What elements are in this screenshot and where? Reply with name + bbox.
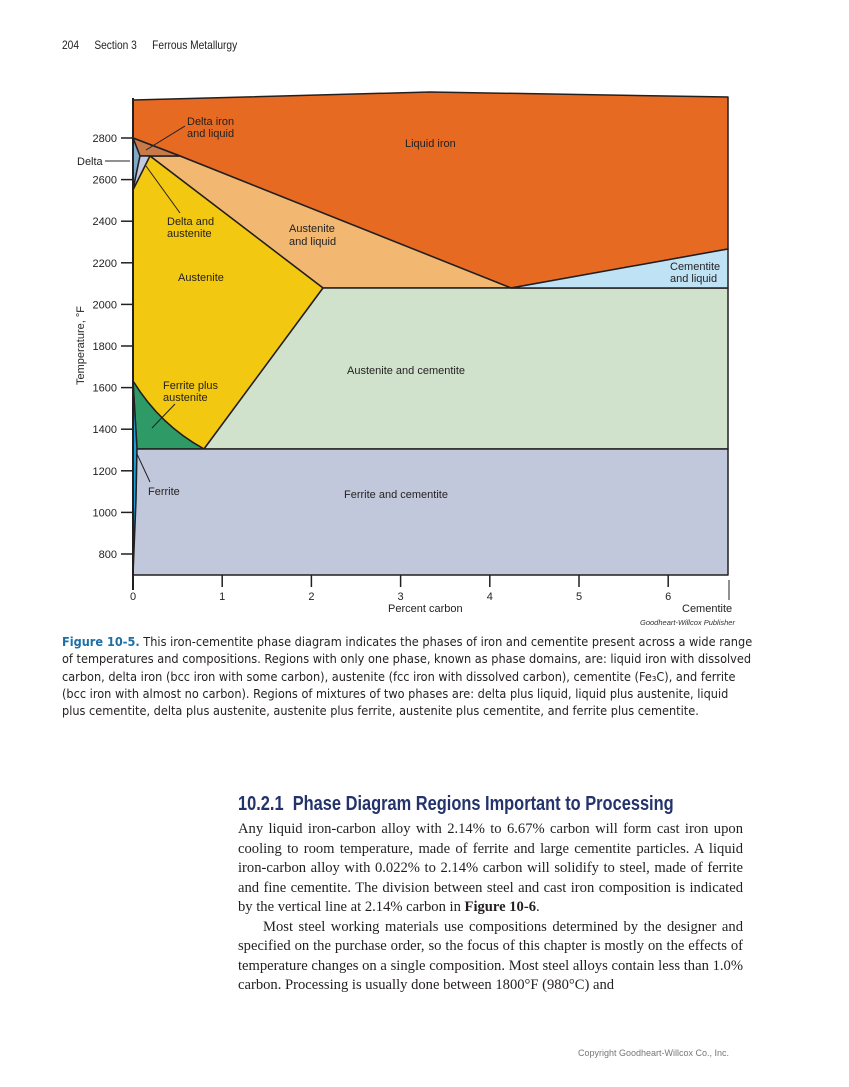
x-tick-label: 0 bbox=[130, 591, 136, 603]
section-number: 10.2.1 bbox=[238, 793, 284, 815]
chapter-title: Ferrous Metallurgy bbox=[152, 38, 238, 52]
label-cementite-liquid-2: and liquid bbox=[670, 273, 717, 285]
label-austenite-liquid: Austenite bbox=[289, 223, 335, 235]
label-delta-liquid-2: and liquid bbox=[187, 128, 234, 140]
y-tick-label: 2200 bbox=[93, 258, 117, 270]
paragraph: Any liquid iron-carbon alloy with 2.14% … bbox=[238, 820, 743, 918]
y-tick-label: 1200 bbox=[93, 466, 117, 478]
text: . bbox=[536, 899, 540, 915]
caption-text: This iron-cementite phase diagram indica… bbox=[62, 634, 753, 719]
y-tick-label: 1000 bbox=[93, 507, 117, 519]
label-ferrite-cementite: Ferrite and cementite bbox=[344, 489, 448, 501]
y-tick-label: 2600 bbox=[93, 175, 117, 187]
y-tick-label: 800 bbox=[99, 549, 117, 561]
label-delta-austenite: Delta and bbox=[167, 216, 214, 228]
region-cementite-liquid bbox=[510, 248, 729, 289]
y-tick-label: 2000 bbox=[93, 299, 117, 311]
figure-caption: Figure 10-5. This iron-cementite phase d… bbox=[62, 633, 755, 719]
x-tick-label: 6 bbox=[665, 591, 671, 603]
region-ferrite-cementite bbox=[132, 448, 729, 576]
x-tick-label: 2 bbox=[308, 591, 314, 603]
label-austenite-liquid-2: and liquid bbox=[289, 236, 336, 248]
section-heading: 10.2.1 Phase Diagram Regions Important t… bbox=[238, 793, 674, 816]
label-delta-liquid: Delta iron bbox=[187, 116, 234, 128]
label-austenite-cementite: Austenite and cementite bbox=[347, 365, 465, 377]
y-tick-label: 2400 bbox=[93, 216, 117, 228]
label-delta: Delta bbox=[77, 156, 104, 168]
y-tick-label: 1800 bbox=[93, 341, 117, 353]
figure-reference: Figure 10-6 bbox=[464, 899, 537, 915]
text: Any liquid iron-carbon alloy with 2.14% … bbox=[238, 821, 743, 915]
y-tick-label: 2800 bbox=[93, 133, 117, 145]
y-tick-label: 1600 bbox=[93, 383, 117, 395]
section-title: Phase Diagram Regions Important to Proce… bbox=[292, 793, 674, 815]
copyright: Copyright Goodheart-Willcox Co., Inc. bbox=[578, 1048, 730, 1058]
body-text: Any liquid iron-carbon alloy with 2.14% … bbox=[238, 820, 743, 996]
x-axis-label: Percent carbon bbox=[388, 603, 463, 615]
y-axis-label: Temperature, °F bbox=[75, 306, 87, 385]
x-tick-label: 3 bbox=[398, 591, 404, 603]
label-liquid-iron: Liquid iron bbox=[405, 138, 456, 150]
x-axis-end-label: Cementite bbox=[682, 603, 732, 615]
section-label: Section 3 bbox=[94, 38, 137, 52]
x-tick-label: 5 bbox=[576, 591, 582, 603]
label-ferrite-austenite: Ferrite plus bbox=[163, 380, 219, 392]
figure-label: Figure 10-5. bbox=[62, 634, 140, 649]
phase-diagram: 2800260024002200200018001600140012001000… bbox=[75, 91, 732, 615]
paragraph: Most steel working materials use composi… bbox=[238, 918, 743, 994]
image-credit: Goodheart-Willcox Publisher bbox=[640, 618, 735, 627]
label-ferrite: Ferrite bbox=[148, 486, 180, 498]
x-tick-label: 4 bbox=[487, 591, 493, 603]
label-ferrite-austenite-2: austenite bbox=[163, 392, 208, 404]
page-number: 204 bbox=[62, 38, 80, 52]
label-austenite: Austenite bbox=[178, 272, 224, 284]
label-delta-austenite-2: austenite bbox=[167, 228, 212, 240]
annotation-arrows bbox=[105, 125, 730, 600]
x-tick-label: 1 bbox=[219, 591, 225, 603]
running-header: 204 Section 3 Ferrous Metallurgy bbox=[62, 38, 252, 52]
label-cementite-liquid: Cementite bbox=[670, 261, 720, 273]
y-tick-label: 1400 bbox=[93, 424, 117, 436]
